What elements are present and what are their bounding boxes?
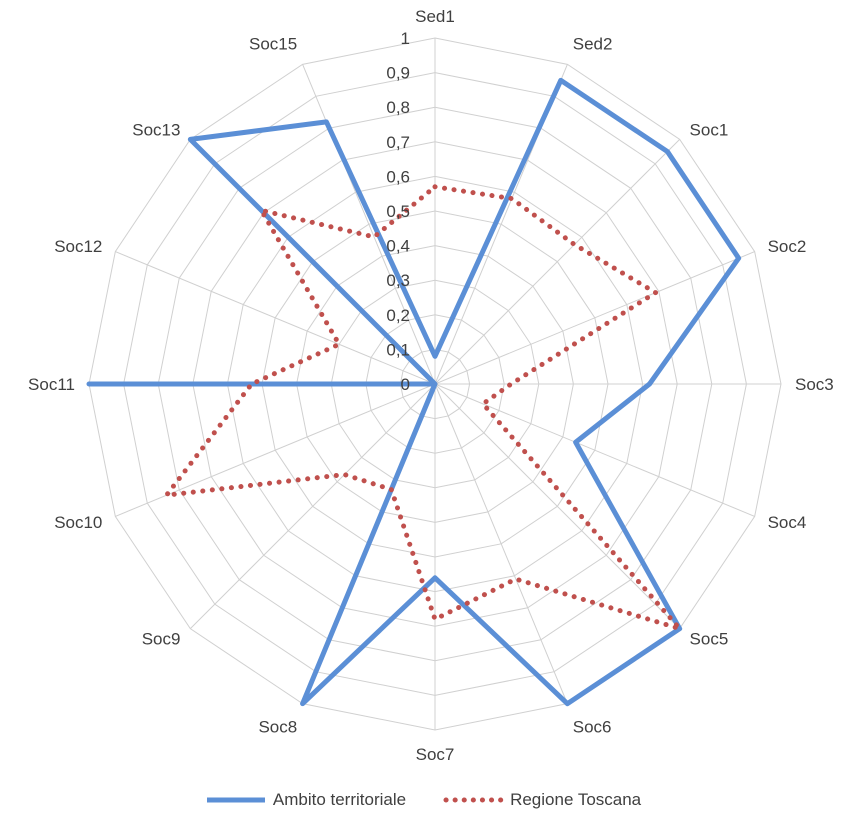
legend-swatch-dotted: [443, 797, 505, 803]
grid-spoke: [434, 251, 755, 385]
legend-label-ambito: Ambito territoriale: [272, 790, 407, 809]
category-label: Soc6: [573, 718, 612, 737]
category-label: Soc1: [690, 120, 729, 139]
radial-tick-label: 0,2: [386, 306, 410, 325]
category-label: Soc2: [768, 237, 807, 256]
category-label: Sed2: [573, 34, 613, 53]
radial-tick-label: 0,9: [386, 64, 410, 83]
category-label: Soc4: [768, 513, 807, 532]
radial-tick-label: 0,7: [386, 133, 410, 152]
radial-tick-label: 0,3: [386, 271, 410, 290]
category-label: Soc12: [54, 237, 102, 256]
legend-label-regione: Regione Toscana: [510, 790, 642, 809]
legend-item-ambito: Ambito territoriale: [205, 790, 406, 810]
category-label: Soc15: [249, 34, 297, 53]
category-label: Soc8: [258, 718, 297, 737]
grid-spoke: [434, 383, 755, 517]
category-label: Soc11: [28, 375, 75, 394]
grid-spoke: [189, 383, 436, 630]
grid-spoke: [434, 383, 568, 704]
legend-swatch-solid: [206, 797, 265, 803]
grid-spoke: [302, 64, 436, 385]
grid-spoke: [434, 138, 681, 385]
legend: Ambito territoriale Regione Toscana: [0, 788, 846, 812]
legend-item-regione: Regione Toscana: [442, 790, 641, 810]
category-label: Soc9: [142, 630, 181, 649]
radial-tick-label: 1: [401, 29, 410, 48]
radial-tick-label: 0: [401, 375, 410, 394]
series-line-regione: [163, 184, 683, 632]
radial-tick-label: 0,5: [386, 202, 410, 221]
series-line-ambito: [86, 77, 742, 707]
radar-chart: Sed1 Sed2 Soc1 Soc2 Soc3 Soc4 Soc5 Soc6 Soc7 Soc8…: [28, 7, 834, 764]
radial-tick-label: 0,1: [386, 340, 410, 359]
radial-tick-label: 0,6: [386, 167, 410, 186]
category-label: Sed1: [415, 7, 455, 26]
category-label: Soc13: [132, 120, 180, 139]
grid-spoke: [434, 383, 681, 630]
radial-tick-label: 0,8: [386, 98, 410, 117]
radial-tick-label: 0,4: [386, 237, 410, 256]
category-label: Soc7: [416, 745, 455, 764]
grid-spoke: [115, 251, 436, 385]
category-label: Soc10: [54, 513, 102, 532]
category-label: Soc3: [795, 375, 834, 394]
category-label: Soc5: [690, 630, 729, 649]
